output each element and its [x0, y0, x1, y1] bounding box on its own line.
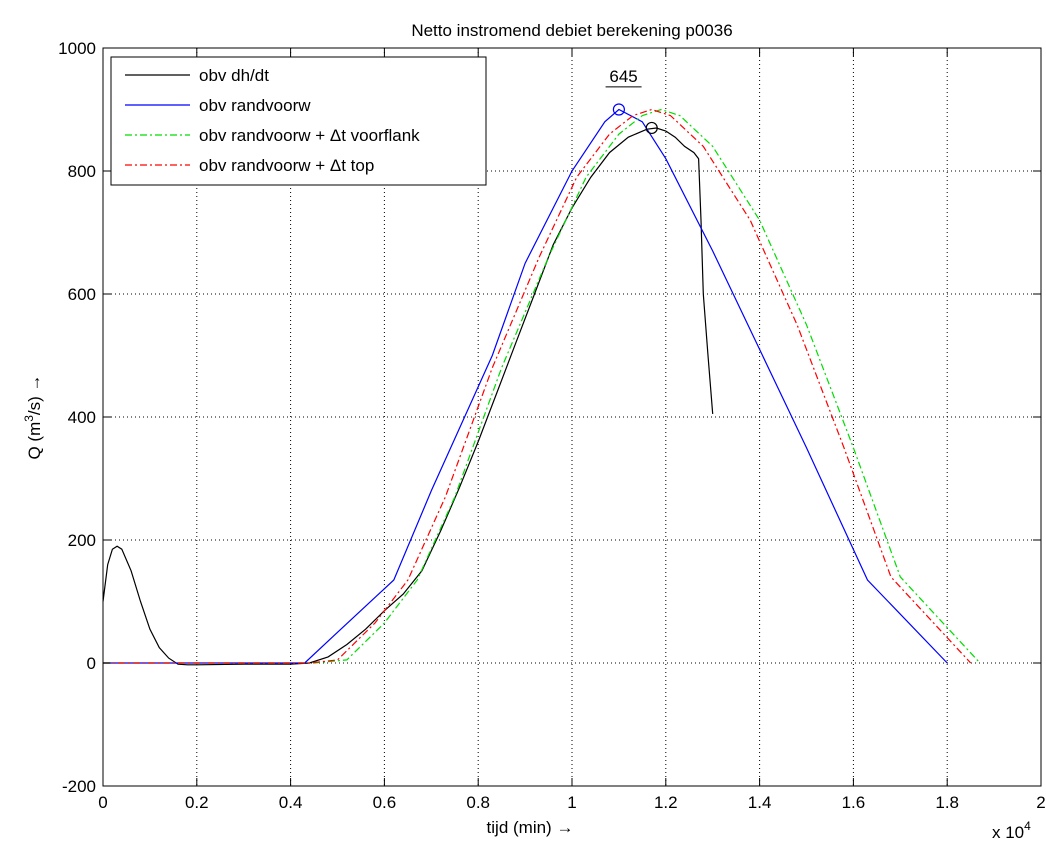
peak-marker — [612, 103, 626, 116]
x-tick-label: 1.2 — [654, 793, 678, 812]
legend-label: obv dh/dt — [199, 66, 269, 85]
y-axis-label-sup: 3 — [22, 415, 36, 422]
y-axis-label: Q (m3/s) → — [22, 374, 44, 459]
x-tick-label: 1.8 — [935, 793, 959, 812]
y-tick-label: 0 — [87, 654, 96, 673]
x-axis-label: tijd (min) → — [487, 818, 574, 837]
y-tick-labels: -200 0 200 400 600 800 1000 — [58, 39, 96, 796]
x-exponent-base: x 10 — [992, 823, 1024, 842]
y-tick-label: 600 — [68, 285, 96, 304]
legend-label: obv randvoorw + Δt voorflank — [199, 126, 420, 145]
x-tick-label: 0.6 — [373, 793, 397, 812]
series-line-obv-randvoorw-t-voorflank — [103, 108, 981, 664]
legend-items: obv dh/dt obv randvoorw obv randvoorw + Δt… — [125, 66, 420, 175]
chart-title: Netto instromend debiet berekening p0036 — [411, 21, 732, 40]
y-tick-label: -200 — [62, 777, 96, 796]
x-tick-label: 2 — [1036, 793, 1045, 812]
x-tick-label: 1.4 — [748, 793, 772, 812]
peak-marker — [645, 121, 658, 135]
x-tick-label: 0.8 — [466, 793, 490, 812]
peak-annotation: 645 — [609, 67, 637, 86]
legend: obv dh/dt obv randvoorw obv randvoorw + Δt… — [110, 56, 487, 186]
series-line-obv-randvoorw — [103, 108, 948, 664]
x-tick-label: 0.2 — [185, 793, 209, 812]
legend-label: obv randvoorw + Δt top — [199, 156, 374, 175]
y-axis-label-suffix: /s) → — [25, 374, 44, 415]
series-line-obv-dh-dt — [102, 127, 714, 666]
marker-group — [612, 103, 658, 135]
y-axis-label-prefix: Q (m — [25, 422, 44, 460]
y-tick-label: 200 — [68, 531, 96, 550]
series-group — [102, 108, 981, 666]
ticks-group — [102, 47, 1042, 787]
x-tick-labels: 0 0.2 0.4 0.6 0.8 1 1.2 1.4 1.6 1.8 2 — [98, 793, 1045, 812]
y-tick-label: 800 — [68, 162, 96, 181]
x-tick-label: 1 — [567, 793, 576, 812]
x-tick-label: 0 — [98, 793, 107, 812]
legend-box — [110, 56, 487, 186]
x-axis-exponent: x 104 — [992, 819, 1031, 842]
y-tick-label: 400 — [68, 408, 96, 427]
x-tick-label: 1.6 — [842, 793, 866, 812]
x-tick-label: 0.4 — [279, 793, 303, 812]
x-exponent-power: 4 — [1024, 819, 1031, 833]
legend-label: obv randvoorw — [199, 96, 311, 115]
series-line-obv-randvoorw-t-top — [103, 108, 972, 664]
y-tick-label: 1000 — [58, 39, 96, 58]
